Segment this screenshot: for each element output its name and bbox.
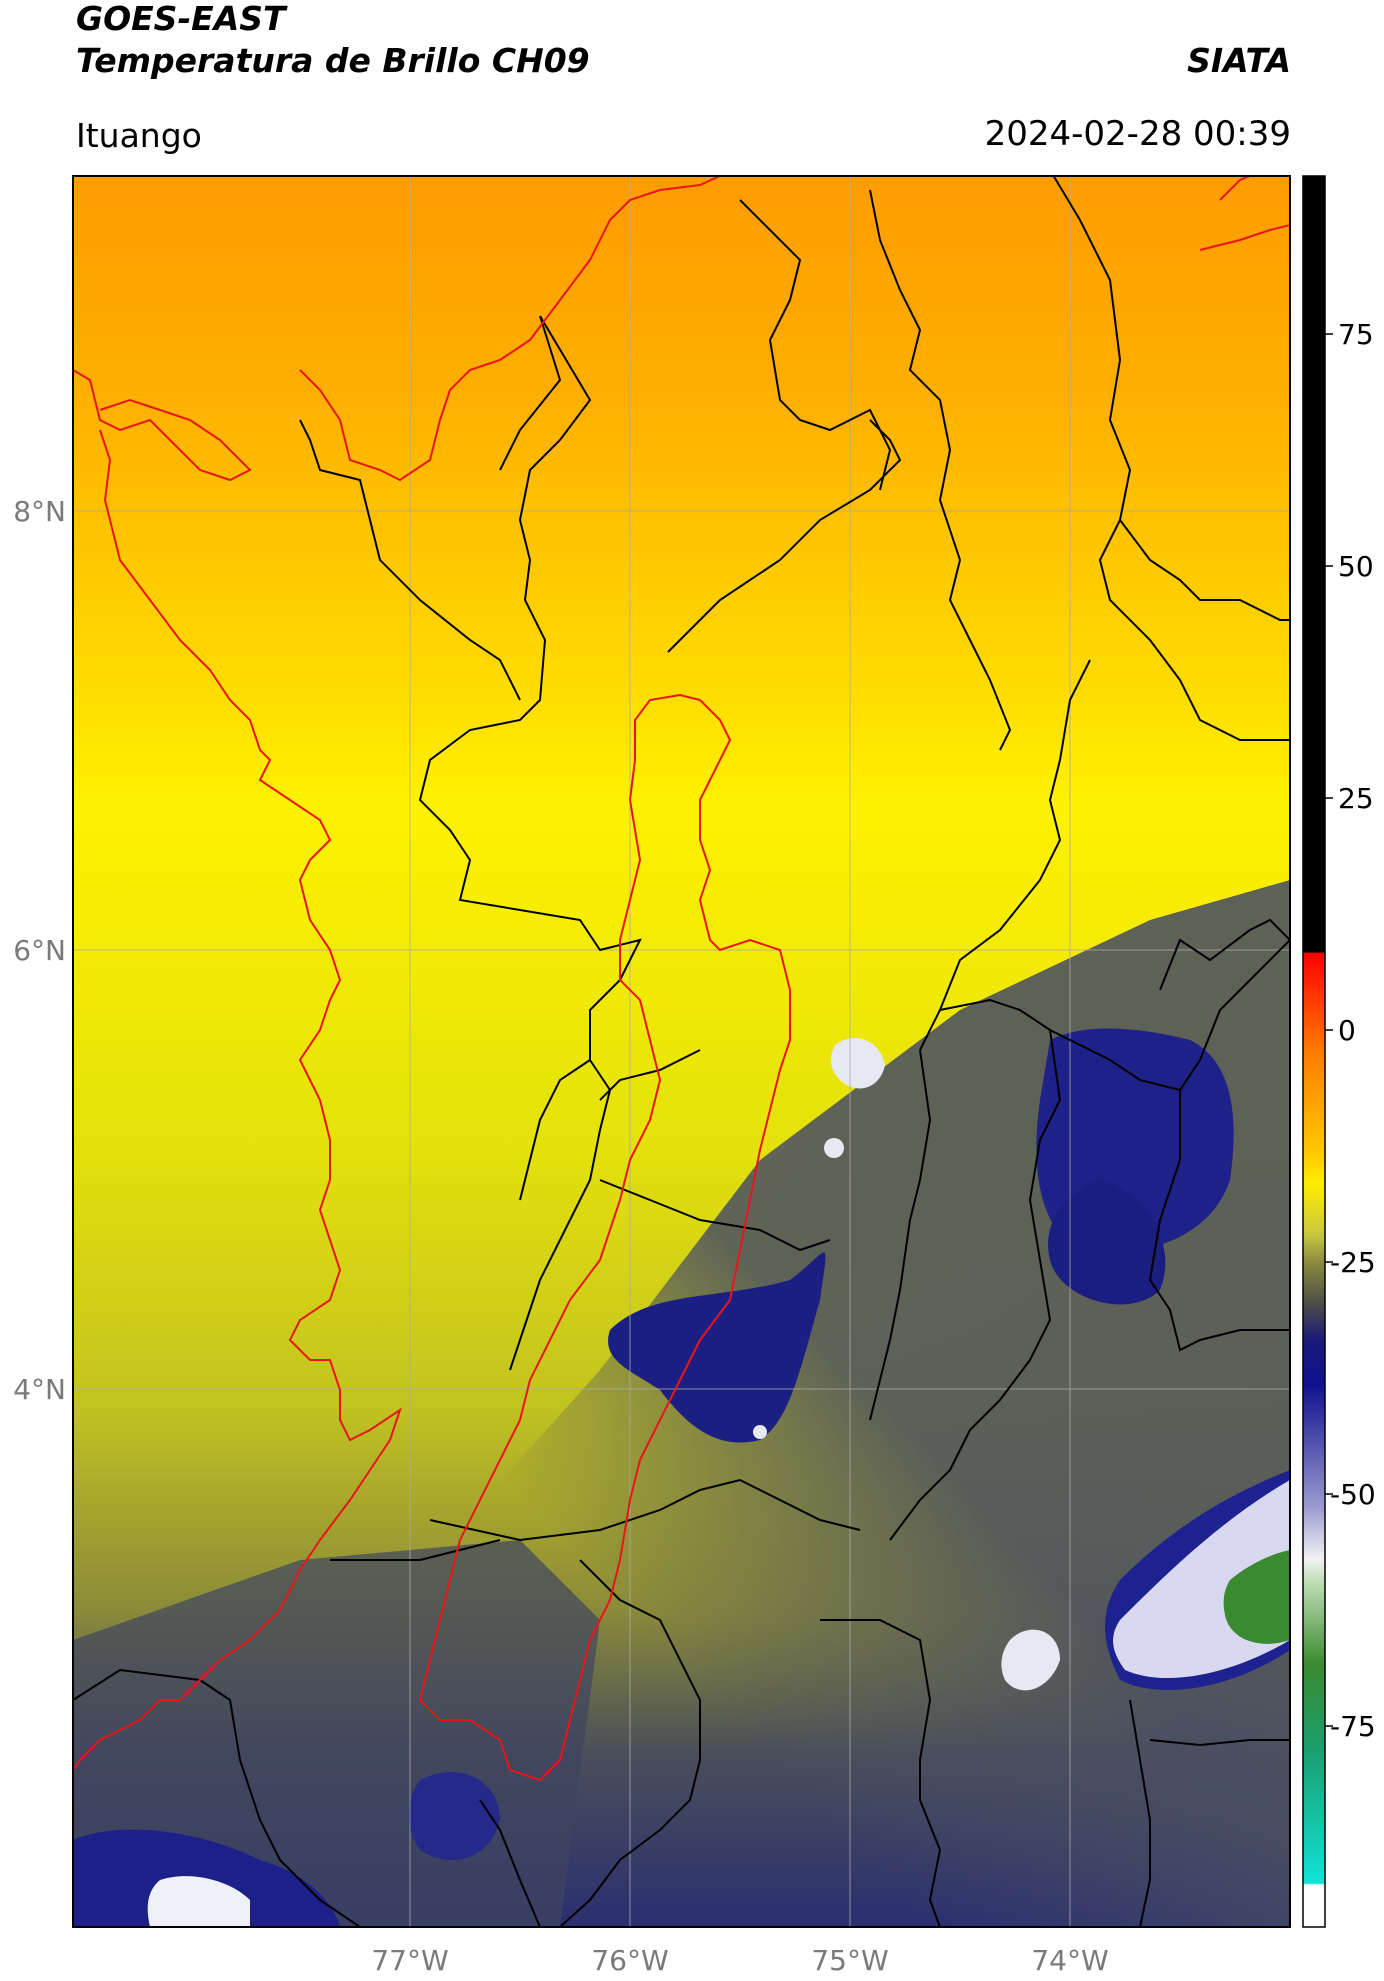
lon-label-77w: 77°W [371,1944,448,1977]
lon-label-75w: 75°W [811,1944,888,1977]
cold-top-dot2 [753,1425,767,1439]
colorbar-label-neg50: -50 [1330,1478,1376,1511]
colorbar-label-0: 0 [1338,1014,1356,1047]
colorbar-label-neg25: -25 [1330,1246,1376,1279]
title-line-1: GOES-EAST [76,0,286,38]
cloud-cluster-s2 [408,1772,500,1860]
cloud-cluster-central [608,1252,826,1443]
colorbar-label-neg75: -75 [1330,1710,1376,1743]
map-frame [72,175,1291,1928]
cold-top-sw [147,1876,250,1927]
organization-label: SIATA [1187,41,1291,80]
lon-label-74w: 74°W [1031,1944,1108,1977]
colorbar-ticks [1325,333,1333,1727]
graticule [73,176,1290,1927]
political-borders [73,176,1290,1927]
coastline-and-highlight [73,176,1290,1782]
cold-top-se-green [1223,1550,1290,1644]
lat-label-4n: 4°N [13,1373,66,1406]
colorbar-label-75: 75 [1338,318,1374,351]
cold-top-small [1001,1629,1060,1691]
colorbar [1302,175,1326,1928]
title-line-2: Temperatura de Brillo CH09 [76,41,590,80]
lat-label-6n: 6°N [13,934,66,967]
lon-label-76w: 76°W [591,1944,668,1977]
lat-label-8n: 8°N [13,495,66,528]
timestamp-label: 2024-02-28 00:39 [984,114,1291,154]
colorbar-label-25: 25 [1338,782,1374,815]
location-label: Ituango [76,116,202,155]
cold-top-dot [824,1138,844,1158]
cold-top-north [830,1037,885,1089]
colorbar-label-50: 50 [1338,550,1374,583]
cloud-cluster-ne2 [1048,1180,1166,1305]
